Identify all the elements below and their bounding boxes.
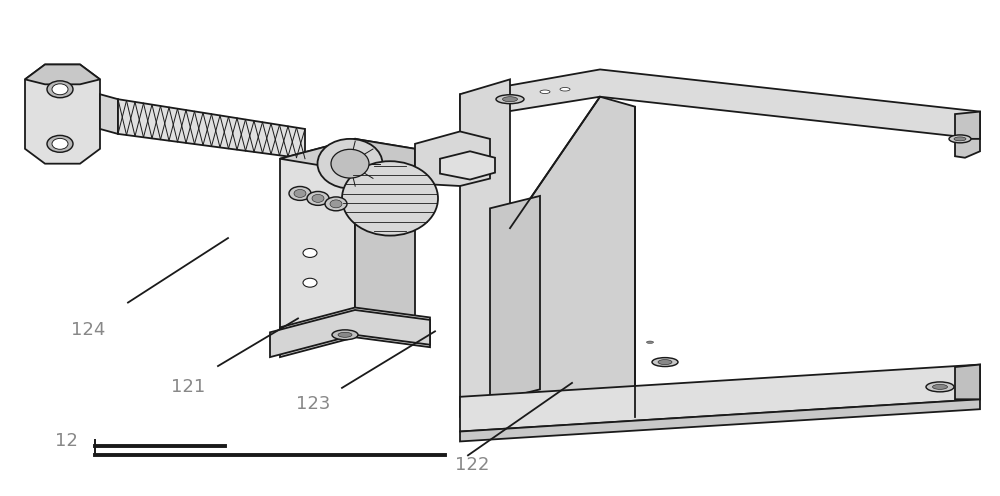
- Ellipse shape: [303, 248, 317, 257]
- Text: 121: 121: [171, 378, 205, 396]
- Ellipse shape: [503, 97, 518, 102]
- Ellipse shape: [332, 330, 358, 340]
- Polygon shape: [25, 64, 100, 84]
- Polygon shape: [955, 139, 980, 158]
- Ellipse shape: [560, 88, 570, 91]
- Polygon shape: [280, 139, 355, 337]
- Polygon shape: [100, 94, 118, 134]
- Ellipse shape: [932, 384, 948, 389]
- Text: 122: 122: [455, 456, 489, 474]
- Polygon shape: [460, 79, 510, 417]
- Polygon shape: [280, 139, 415, 169]
- Ellipse shape: [954, 137, 966, 141]
- Text: 12: 12: [55, 433, 78, 450]
- Text: 124: 124: [71, 321, 105, 339]
- Ellipse shape: [338, 332, 352, 337]
- Ellipse shape: [342, 161, 438, 236]
- Polygon shape: [460, 69, 980, 139]
- Ellipse shape: [496, 95, 524, 104]
- Ellipse shape: [289, 186, 311, 200]
- Ellipse shape: [47, 135, 73, 152]
- Ellipse shape: [303, 278, 317, 287]
- Polygon shape: [355, 139, 415, 327]
- Polygon shape: [490, 196, 540, 402]
- Ellipse shape: [949, 135, 971, 143]
- Ellipse shape: [540, 90, 550, 94]
- Text: 123: 123: [296, 395, 330, 413]
- Polygon shape: [460, 399, 980, 441]
- Polygon shape: [270, 310, 430, 357]
- Polygon shape: [25, 64, 100, 164]
- Ellipse shape: [330, 200, 342, 208]
- Polygon shape: [510, 97, 635, 417]
- Ellipse shape: [312, 194, 324, 202]
- Polygon shape: [440, 151, 495, 180]
- Ellipse shape: [926, 382, 954, 392]
- Ellipse shape: [331, 149, 369, 178]
- Polygon shape: [955, 365, 980, 399]
- Ellipse shape: [52, 138, 68, 149]
- Ellipse shape: [658, 360, 672, 365]
- Polygon shape: [118, 99, 305, 159]
- Polygon shape: [280, 308, 430, 357]
- Ellipse shape: [325, 197, 347, 211]
- Polygon shape: [955, 112, 980, 139]
- Ellipse shape: [652, 358, 678, 367]
- Ellipse shape: [52, 84, 68, 95]
- Polygon shape: [460, 365, 980, 432]
- Ellipse shape: [318, 139, 382, 188]
- Ellipse shape: [47, 81, 73, 98]
- Ellipse shape: [646, 341, 654, 344]
- Ellipse shape: [294, 189, 306, 197]
- Ellipse shape: [307, 191, 329, 205]
- Polygon shape: [415, 131, 490, 186]
